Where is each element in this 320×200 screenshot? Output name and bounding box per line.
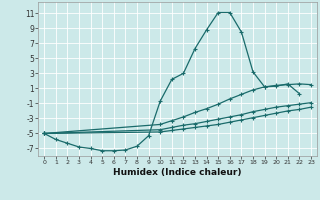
- X-axis label: Humidex (Indice chaleur): Humidex (Indice chaleur): [113, 168, 242, 177]
